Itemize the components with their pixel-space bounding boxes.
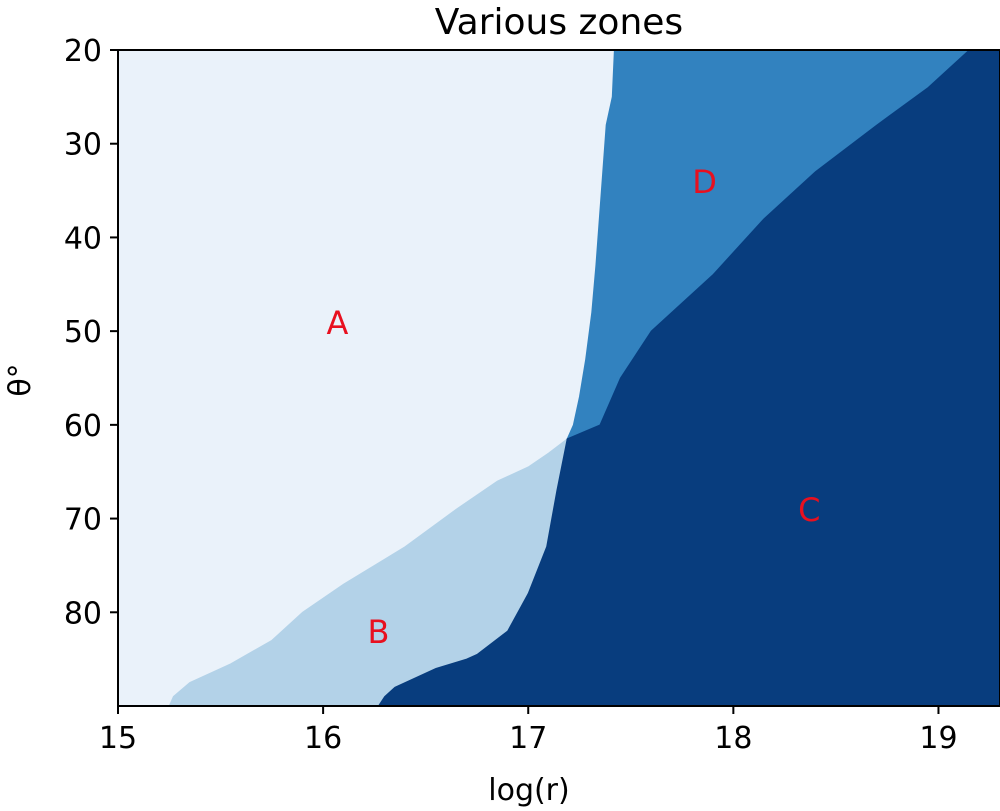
y-tick-label: 60 — [64, 409, 102, 444]
y-tick-label: 40 — [64, 221, 102, 256]
zone-c-label: C — [798, 491, 820, 529]
zone-a-label: A — [327, 304, 349, 342]
x-tick-label: 17 — [509, 721, 547, 756]
y-tick-label: 80 — [64, 596, 102, 631]
zone-c-region — [377, 49, 1000, 707]
y-tick-label: 70 — [64, 503, 102, 538]
zones-layer — [117, 49, 1000, 707]
zone-d-label: D — [692, 163, 717, 201]
x-axis-title: log(r) — [488, 773, 569, 808]
plot-frame — [117, 49, 1000, 707]
x-axis-ticks: 15 16 17 18 19 — [99, 706, 958, 756]
y-tick-label: 50 — [64, 315, 102, 350]
y-axis-title: θ° — [3, 363, 38, 396]
y-tick-label: 30 — [64, 128, 102, 163]
y-tick-label: 20 — [64, 34, 102, 69]
x-tick-label: 15 — [99, 721, 137, 756]
zone-b-label: B — [368, 613, 390, 651]
zone-labels: A B D C — [327, 163, 821, 651]
x-tick-label: 18 — [714, 721, 752, 756]
x-tick-label: 16 — [304, 721, 342, 756]
chart-title: Various zones — [435, 2, 683, 43]
y-axis-ticks: 20 30 40 50 60 70 80 — [64, 34, 118, 631]
x-tick-label: 19 — [919, 721, 957, 756]
